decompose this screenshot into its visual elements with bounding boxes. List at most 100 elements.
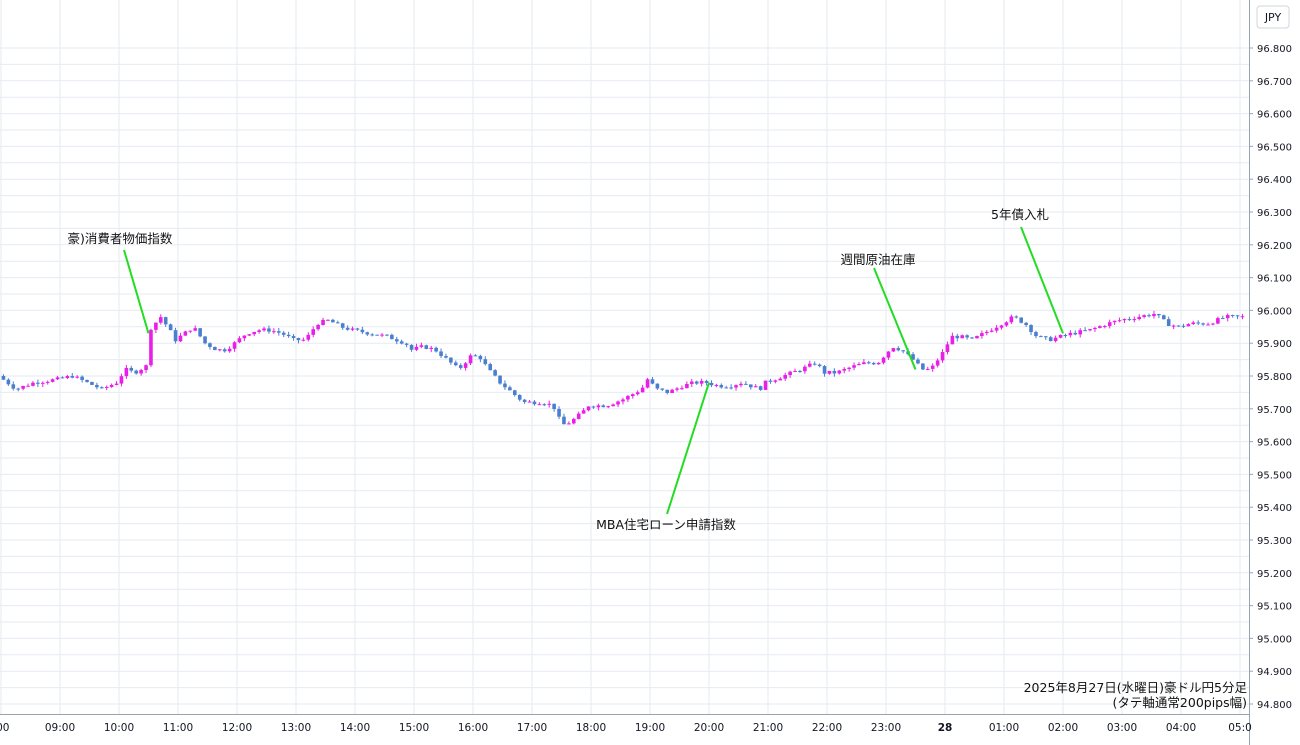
candle-body [901, 350, 906, 352]
candle-body [1206, 324, 1210, 326]
x-tick-label: 05:0 [1228, 722, 1252, 734]
candle-body [689, 381, 694, 384]
candle-body [31, 382, 35, 386]
annotation-label: 豪)消費者物価指数 [68, 231, 173, 246]
candle-body [1166, 319, 1171, 326]
candle-body [748, 384, 753, 388]
candle-body [739, 383, 743, 386]
x-tick-label: 01:00 [989, 722, 1019, 734]
candle-body [1112, 320, 1117, 323]
candle-body [183, 331, 188, 336]
candle-body [591, 406, 596, 408]
candle-body [650, 379, 655, 384]
candle-body [16, 388, 21, 390]
candle-body [36, 382, 40, 384]
candle-body [773, 380, 778, 382]
candle-body [586, 406, 591, 411]
candle-body [1122, 319, 1127, 321]
y-tick-label: 95.800 [1257, 372, 1292, 383]
candle-body [203, 336, 207, 344]
candle-body [306, 334, 311, 340]
candle-body [468, 355, 473, 364]
candle-body [1157, 313, 1161, 316]
candle-body [921, 363, 925, 370]
candle-body [719, 384, 724, 388]
x-tick-label: 23:00 [871, 722, 901, 734]
x-tick-label: 12:00 [222, 722, 252, 734]
candle-body [95, 384, 99, 388]
candle-body [104, 386, 109, 388]
candle-body [655, 383, 660, 389]
candle-body [493, 370, 497, 376]
candle-body [163, 317, 168, 325]
candle-body [645, 379, 650, 388]
candle-body [685, 383, 689, 389]
candle-body [40, 382, 45, 384]
candle-body [1196, 322, 1201, 324]
candle-body [857, 364, 861, 366]
candle-body [798, 370, 802, 372]
candle-body [404, 343, 409, 345]
candle-body [975, 336, 979, 339]
candle-body [640, 387, 645, 393]
candle-body [989, 330, 994, 332]
candle-body [252, 331, 257, 335]
candle-body [247, 334, 252, 336]
y-tick-label: 95.400 [1257, 503, 1292, 514]
x-tick-label: 14:00 [340, 722, 370, 734]
annotation-label: 週間原油在庫 [840, 252, 915, 267]
x-tick-label: 11:00 [163, 722, 193, 734]
candle-body [1004, 322, 1009, 326]
candle-body [168, 324, 173, 331]
candle-body [335, 322, 340, 324]
candle-body [527, 401, 532, 403]
candle-body [1029, 325, 1033, 333]
candle-body [1201, 323, 1205, 325]
y-tick-label: 95.900 [1257, 339, 1292, 350]
candle-body [276, 331, 281, 333]
candle-body [960, 335, 965, 339]
candle-body [237, 338, 242, 343]
time-axis: :00 09:00 10:00 11:00 12:00 13:00 14:00 15:00 16… [0, 714, 1252, 734]
grid [0, 0, 1249, 714]
y-tick-label: 96.600 [1257, 110, 1292, 121]
candle-body [350, 328, 355, 330]
candle-body [453, 362, 458, 366]
candle-body [1048, 337, 1053, 342]
x-tick-label: 09:00 [45, 722, 75, 734]
candle-body [281, 332, 286, 335]
candle-body [21, 385, 25, 389]
candle-body [1034, 332, 1038, 337]
candle-body [129, 367, 134, 371]
candle-body [1230, 315, 1235, 317]
candle-body [665, 389, 670, 393]
candle-body [783, 375, 788, 379]
candle-body [1152, 313, 1156, 317]
candle-body [217, 349, 222, 351]
candle-body [1137, 316, 1142, 320]
candle-body [429, 347, 434, 349]
y-tick-label: 95.700 [1257, 405, 1292, 416]
candle-body [355, 328, 360, 330]
y-tick-label: 95.000 [1257, 634, 1292, 645]
candle-body [866, 362, 871, 364]
candle-body [916, 359, 920, 364]
candle-body [99, 387, 104, 389]
candle-body [694, 381, 699, 384]
x-tick-label: 18:00 [576, 722, 606, 734]
candle-body [812, 363, 817, 365]
candle-body [911, 354, 915, 360]
candle-body [1186, 324, 1191, 327]
candle-body [626, 396, 630, 400]
candle-body [399, 341, 404, 344]
currency-badge [1256, 5, 1290, 29]
candle-body [930, 365, 935, 369]
candle-body [984, 331, 989, 334]
candle-body [562, 416, 566, 425]
candle-body [532, 401, 537, 405]
x-tick-label: 13:00 [281, 722, 311, 734]
candle-body [1102, 326, 1107, 328]
candle-body [699, 380, 704, 384]
y-tick-label: 96.200 [1257, 241, 1292, 252]
